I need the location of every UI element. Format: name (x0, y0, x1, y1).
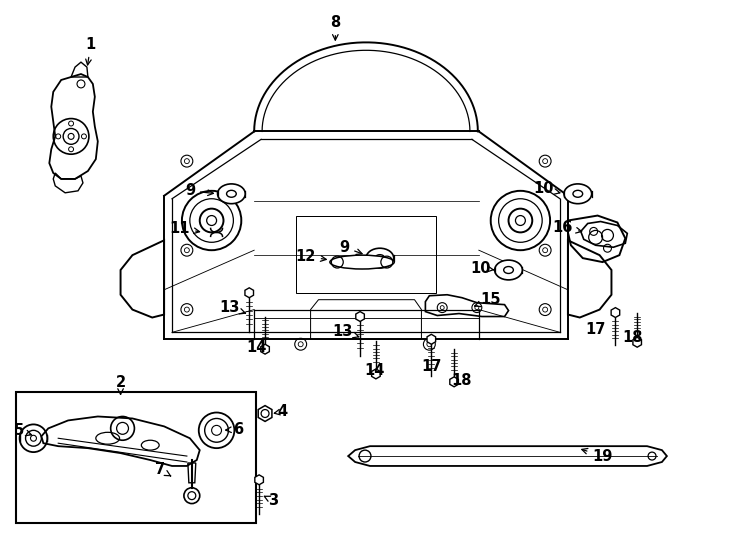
Text: 13: 13 (332, 324, 359, 339)
Ellipse shape (573, 190, 583, 197)
Text: 3: 3 (264, 493, 278, 508)
Text: 9: 9 (339, 240, 362, 255)
Text: 16: 16 (553, 220, 581, 235)
Ellipse shape (142, 440, 159, 450)
Ellipse shape (330, 255, 394, 269)
Text: 10: 10 (470, 260, 494, 275)
Ellipse shape (564, 184, 592, 204)
Text: 5: 5 (13, 423, 32, 438)
Text: 17: 17 (421, 360, 442, 375)
Text: 10: 10 (533, 181, 560, 197)
Text: 4: 4 (275, 404, 288, 419)
Ellipse shape (495, 260, 523, 280)
Text: 9: 9 (185, 183, 214, 198)
Bar (15, 392, 256, 523)
Text: 12: 12 (296, 248, 326, 264)
Text: 19: 19 (582, 448, 613, 463)
Ellipse shape (217, 184, 245, 204)
Text: 15: 15 (475, 292, 501, 307)
Text: 18: 18 (451, 373, 472, 388)
Text: 18: 18 (622, 330, 642, 345)
Text: 14: 14 (365, 363, 385, 379)
Text: 2: 2 (115, 375, 126, 394)
Text: 13: 13 (219, 300, 245, 315)
Text: 7: 7 (155, 462, 171, 477)
Ellipse shape (375, 255, 385, 261)
Ellipse shape (96, 433, 120, 444)
Text: 14: 14 (246, 340, 266, 355)
Ellipse shape (227, 190, 236, 197)
Text: 17: 17 (586, 322, 606, 337)
Ellipse shape (366, 248, 393, 268)
Text: 1: 1 (86, 37, 96, 65)
Bar (296, 215, 436, 293)
Text: 6: 6 (225, 422, 244, 437)
Text: 11: 11 (170, 221, 200, 236)
Text: 8: 8 (330, 15, 341, 40)
Ellipse shape (504, 267, 513, 273)
